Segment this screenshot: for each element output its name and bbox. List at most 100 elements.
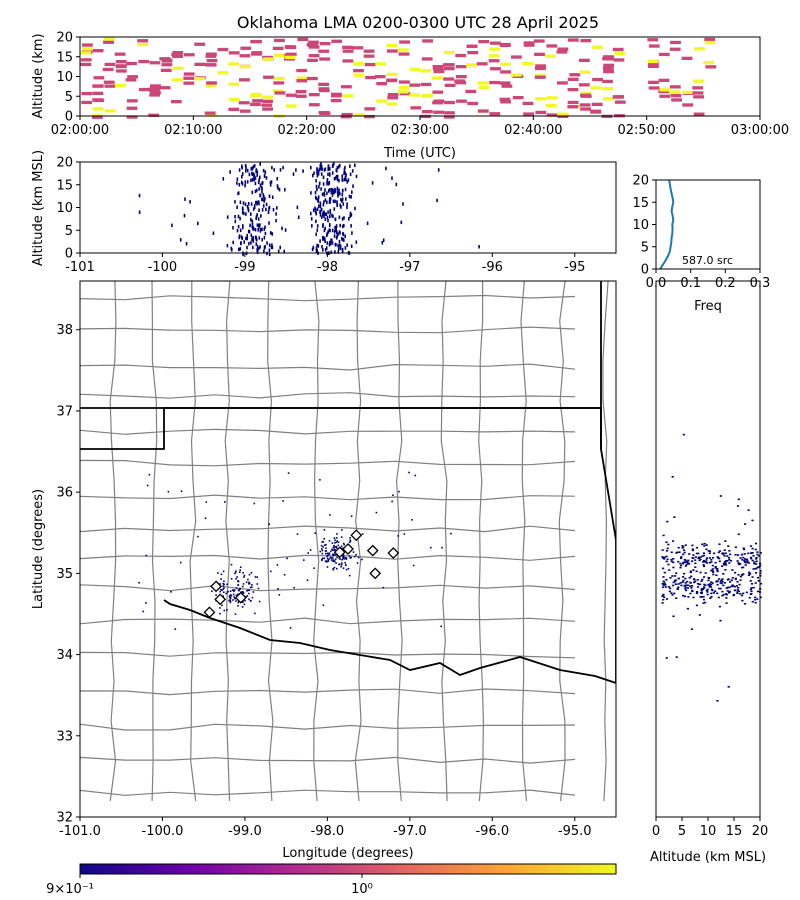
lon-alt-point (335, 227, 337, 231)
alt-lat-point (750, 583, 754, 585)
map-source-point (236, 576, 238, 578)
alt-lat-point (704, 601, 707, 604)
alt-lat-point (683, 551, 686, 554)
map-source-point (328, 552, 331, 554)
lon-alt-point (256, 244, 259, 249)
alt-lat-point (701, 555, 704, 557)
lon-alt-point (244, 183, 246, 188)
lon-alt-point (236, 228, 239, 233)
lon-alt-point (234, 219, 237, 224)
map-source-point (323, 538, 325, 540)
county-line (354, 281, 362, 802)
map-source-point (349, 537, 351, 539)
lon-alt-point (322, 248, 324, 252)
lon-alt-point (240, 241, 242, 245)
map-source-point (270, 570, 272, 573)
lon-alt-point (437, 168, 440, 172)
time-height-cell (92, 115, 103, 119)
lon-alt-point (237, 191, 239, 196)
lon-alt-point (350, 195, 352, 199)
lon-alt-point (324, 226, 326, 231)
lon-alt-point (271, 245, 274, 250)
lon-alt-point (251, 166, 253, 171)
lon-alt-point (284, 228, 287, 232)
map-source-point (334, 558, 337, 560)
alt-lat-point (749, 588, 752, 591)
lon-alt-point (342, 188, 344, 193)
map-source-point (138, 581, 140, 584)
map-source-point (349, 540, 352, 542)
lon-alt-point (312, 245, 315, 250)
station-marker (234, 591, 247, 604)
lon-alt-point (271, 232, 274, 236)
time-height-cell (443, 77, 454, 81)
alt-lat-point (718, 557, 721, 560)
time-height-cell (284, 45, 296, 49)
lon-alt-point (243, 211, 245, 216)
map-source-point (341, 562, 343, 564)
map-source-point (251, 596, 254, 599)
alt-lat-point (665, 560, 668, 563)
map-source-point (229, 590, 232, 592)
map-source-point (306, 579, 309, 581)
lon-alt-point (328, 197, 331, 201)
lon-alt-point (251, 219, 254, 223)
alt-lat-point (710, 559, 713, 561)
time-height-cell (194, 76, 205, 81)
map-source-point (414, 474, 417, 477)
lon-alt-point (315, 246, 318, 251)
alt-lat-point (695, 604, 698, 607)
time-height-cell (603, 70, 614, 74)
alt-lat-point (742, 592, 745, 595)
map-source-point (342, 557, 344, 560)
alt-lat-point (739, 563, 742, 565)
map-source-point (234, 613, 237, 615)
map-source-point (309, 549, 312, 551)
lon-alt-point (326, 180, 328, 184)
lon-alt-point (330, 238, 332, 243)
lon-alt-point (344, 165, 346, 170)
time-height-cell (93, 98, 104, 103)
lon-alt-point (316, 207, 319, 211)
time-height-cell (364, 62, 376, 67)
time-height-y-label: Altitude (km) (31, 33, 46, 118)
lon-alt-point (322, 175, 325, 179)
map-source-point (286, 557, 288, 560)
lon-alt-point (284, 188, 286, 192)
lon-alt-point (243, 240, 245, 244)
map-x-tick: -101.0 (59, 824, 101, 839)
alt-lat-point (675, 597, 678, 599)
time-height-cell (682, 90, 694, 95)
alt-lat-point (722, 573, 725, 575)
colorbar-tick-0: 9×10⁻¹ (46, 882, 94, 897)
lon-alt-point (257, 217, 260, 221)
alt-lat-point (718, 543, 721, 545)
time-height-cell (501, 84, 513, 88)
lon-alt-point (277, 249, 280, 254)
alt-lat-point (706, 591, 709, 593)
map-source-point (328, 553, 331, 555)
map-source-point (321, 558, 323, 561)
alt-lat-point (716, 556, 719, 558)
alt-lat-point (662, 534, 665, 537)
alt-lat-point (756, 553, 759, 556)
lon-alt-point (339, 191, 341, 196)
lon-alt-point (255, 188, 258, 193)
alt-lat-point (712, 571, 715, 573)
lon-alt-point (262, 168, 265, 173)
alt-lat-point (714, 567, 717, 569)
alt-lat-point (737, 562, 740, 564)
alt-lat-point (667, 586, 671, 588)
lon-alt-point (268, 248, 271, 253)
alt-lat-point (682, 561, 685, 564)
alt-lat-point (727, 545, 730, 547)
alt-lat-point (755, 567, 758, 570)
map-source-point (355, 553, 357, 556)
lon-alt-point (326, 200, 328, 204)
time-height-cell (81, 100, 93, 105)
time-height-cell (671, 98, 682, 102)
lon-alt-point (330, 190, 333, 195)
alt-lat-points (661, 433, 763, 702)
map-x-tick: -97.0 (393, 824, 427, 839)
time-height-cell (115, 60, 127, 64)
